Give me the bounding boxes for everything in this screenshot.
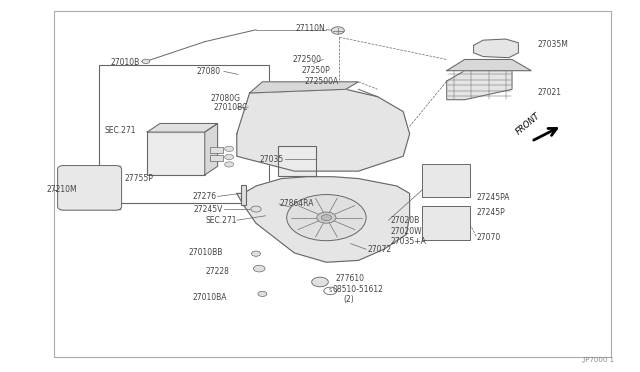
Circle shape — [321, 215, 332, 221]
Polygon shape — [147, 124, 218, 132]
Text: 27072: 27072 — [368, 246, 392, 254]
Bar — [278, 146, 316, 176]
Text: .JP7000 1: .JP7000 1 — [581, 357, 614, 363]
Text: 27080G: 27080G — [211, 94, 241, 103]
Circle shape — [225, 154, 234, 160]
Polygon shape — [447, 60, 531, 71]
Polygon shape — [237, 177, 410, 262]
Circle shape — [225, 162, 234, 167]
Circle shape — [312, 277, 328, 287]
Text: 27035: 27035 — [259, 155, 284, 164]
Circle shape — [332, 27, 344, 34]
Text: 27228: 27228 — [205, 267, 229, 276]
Bar — [99, 65, 269, 203]
Bar — [422, 164, 470, 197]
Circle shape — [142, 59, 150, 64]
Text: 27080: 27080 — [196, 67, 221, 76]
Circle shape — [287, 195, 366, 241]
Text: 272500A: 272500A — [305, 77, 339, 86]
Text: 27276: 27276 — [192, 192, 216, 201]
Bar — [60, 166, 120, 209]
Text: 27250P: 27250P — [301, 66, 330, 75]
Text: 27245V: 27245V — [193, 205, 223, 214]
Bar — [422, 206, 470, 240]
Text: 277610: 277610 — [336, 274, 365, 283]
Text: 08510-51612: 08510-51612 — [333, 285, 383, 294]
Bar — [210, 155, 223, 161]
Polygon shape — [205, 124, 218, 175]
Polygon shape — [237, 89, 410, 171]
Text: 27245P: 27245P — [476, 208, 505, 217]
Bar — [241, 185, 246, 205]
Text: 27010BA: 27010BA — [192, 293, 227, 302]
Text: SEC.271: SEC.271 — [205, 216, 237, 225]
Bar — [54, 11, 611, 357]
Circle shape — [225, 146, 234, 151]
Text: 27021: 27021 — [538, 88, 562, 97]
FancyBboxPatch shape — [58, 166, 122, 210]
Text: 27210M: 27210M — [46, 185, 77, 194]
Text: FRONT: FRONT — [514, 112, 542, 137]
Text: 27755P: 27755P — [125, 174, 154, 183]
Text: 27110N: 27110N — [296, 24, 325, 33]
Text: 272500: 272500 — [292, 55, 321, 64]
Text: (2): (2) — [343, 295, 354, 304]
Text: S: S — [329, 288, 332, 294]
Text: 27245PA: 27245PA — [476, 193, 509, 202]
Polygon shape — [474, 39, 518, 58]
Text: 27010B: 27010B — [110, 58, 140, 67]
Text: 27020W: 27020W — [390, 227, 422, 236]
Circle shape — [253, 265, 265, 272]
Text: 27010BB: 27010BB — [188, 248, 223, 257]
Text: 27010BC: 27010BC — [214, 103, 248, 112]
Bar — [147, 132, 205, 175]
Text: 27035M: 27035M — [538, 40, 568, 49]
Polygon shape — [447, 71, 512, 100]
Circle shape — [252, 251, 260, 256]
Text: 27070: 27070 — [476, 233, 500, 242]
Circle shape — [258, 291, 267, 296]
Bar — [210, 147, 223, 153]
Circle shape — [317, 212, 336, 223]
Text: 27020B: 27020B — [390, 216, 420, 225]
Text: SEC.271: SEC.271 — [104, 126, 136, 135]
Text: 27864RA: 27864RA — [279, 199, 314, 208]
Circle shape — [251, 206, 261, 212]
Text: 27035+A: 27035+A — [390, 237, 426, 246]
Circle shape — [324, 287, 337, 295]
Polygon shape — [250, 82, 358, 93]
